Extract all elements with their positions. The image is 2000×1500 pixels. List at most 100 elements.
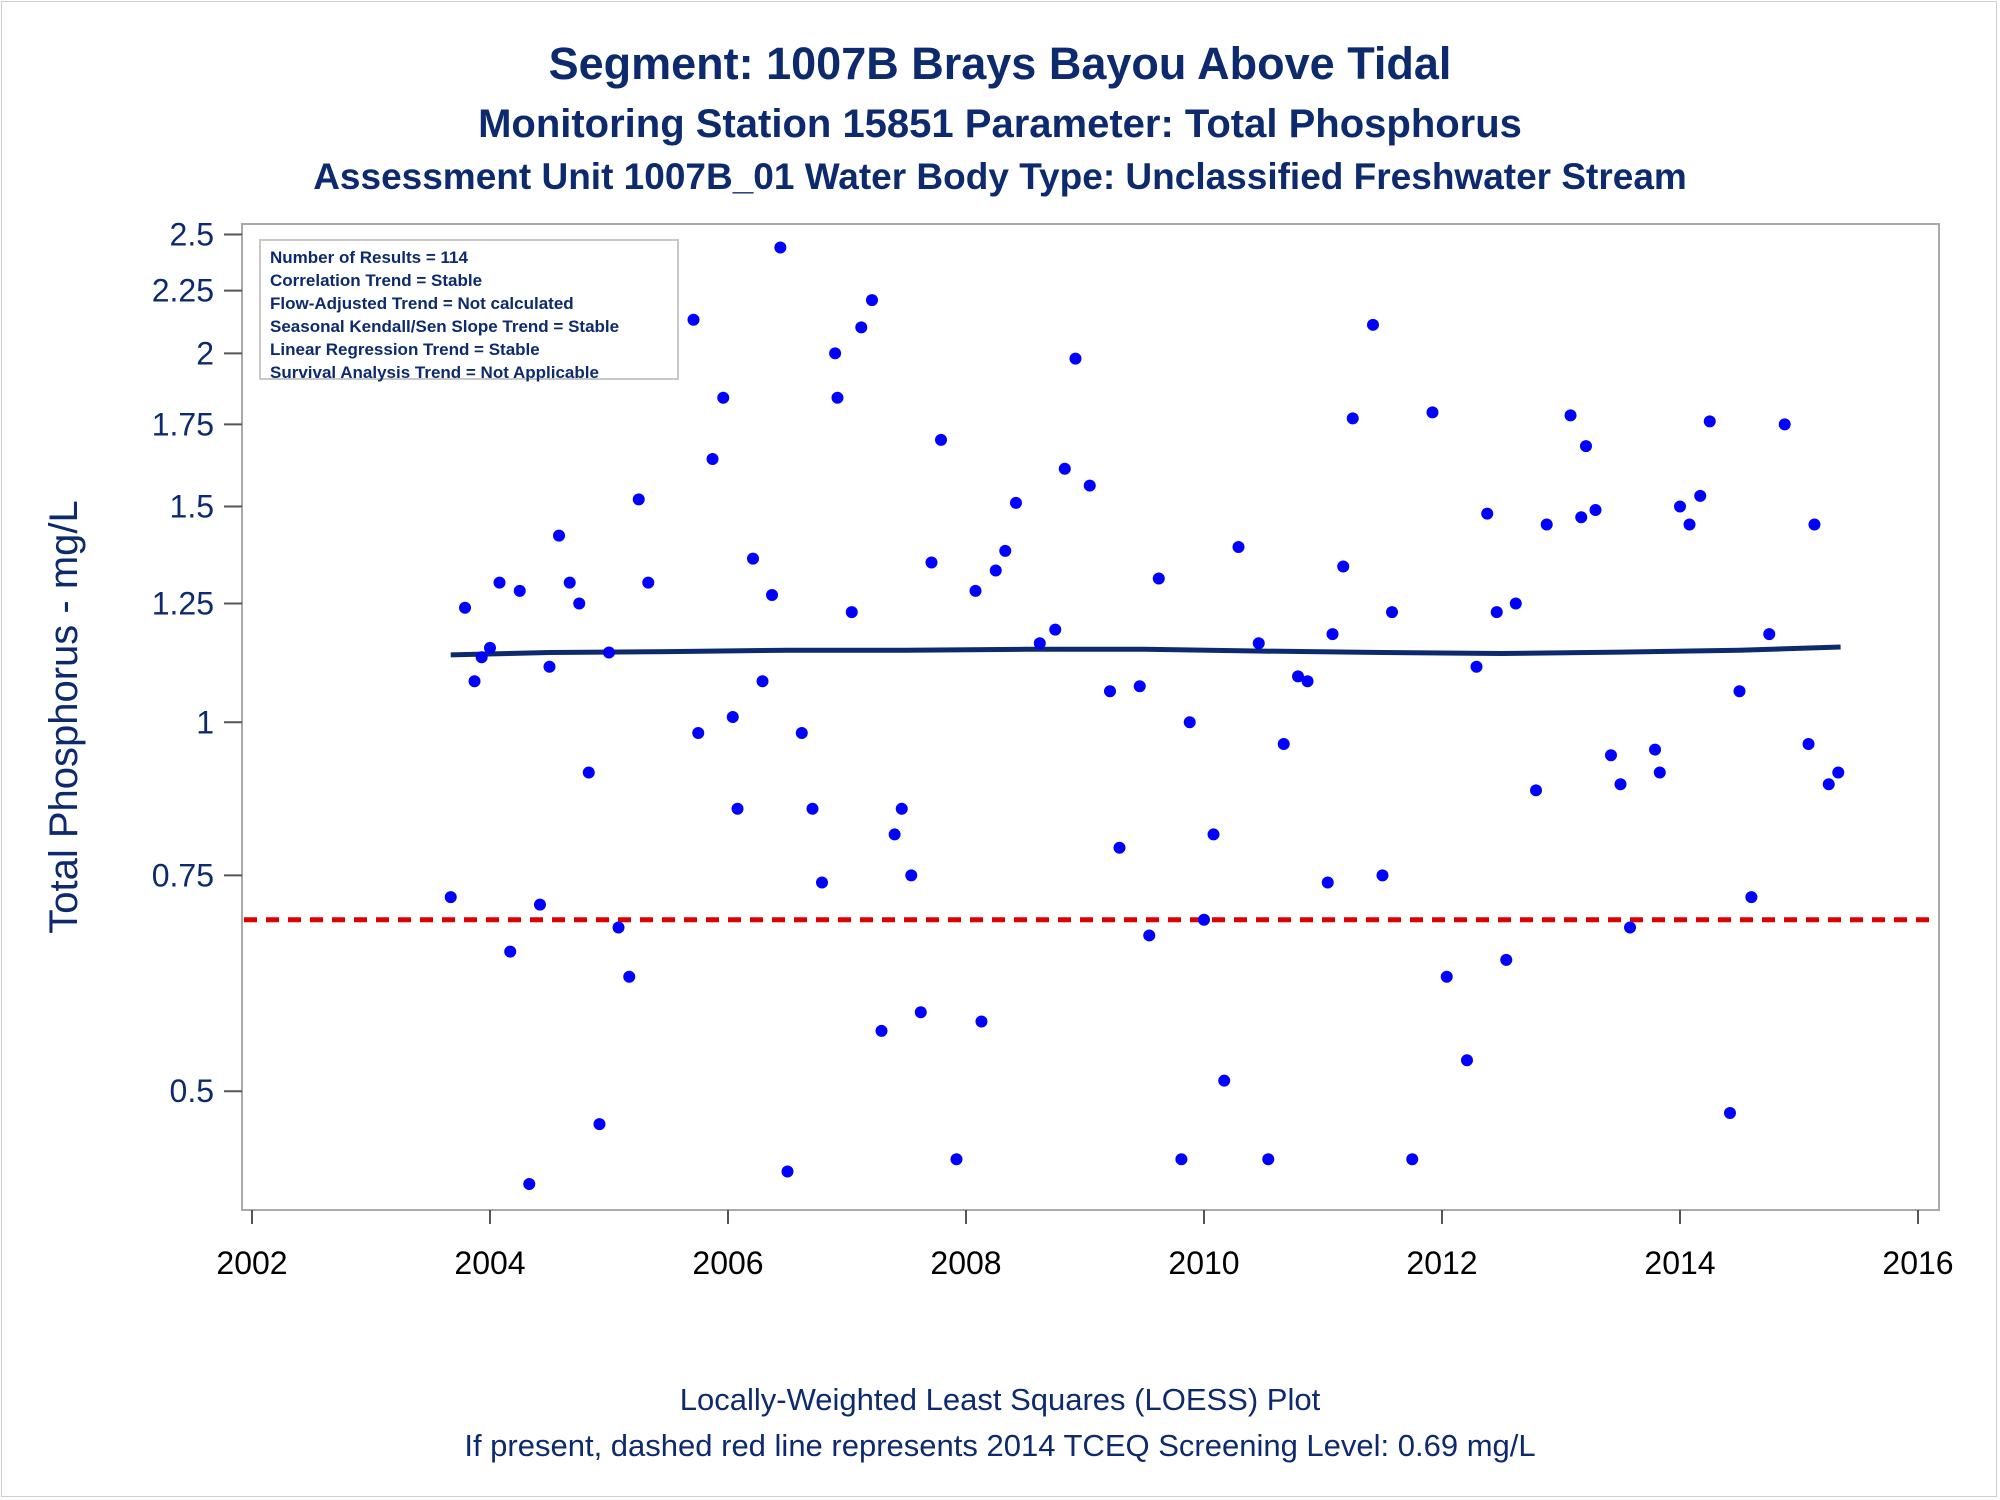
data-point: [1674, 500, 1686, 513]
data-point: [1301, 675, 1314, 688]
data-point: [1579, 440, 1592, 453]
data-point: [969, 584, 982, 597]
data-point: [1481, 507, 1494, 520]
data-point: [1589, 504, 1602, 517]
data-point: [623, 970, 636, 983]
data-point: [1277, 737, 1290, 750]
loess-curve: [450, 644, 1841, 658]
data-point: [642, 576, 655, 589]
y-tick-label: 1.5: [170, 488, 214, 524]
data-point: [1337, 560, 1350, 573]
y-axis: 0.5 0.75 1 1.25 1.5 1.75 2 2.25 2.5: [152, 217, 242, 1109]
trend-stats-box: Number of Results = 114 Correlation Tren…: [259, 239, 679, 382]
data-point: [1198, 913, 1210, 926]
data-point: [914, 1006, 927, 1019]
y-tick-label: 1: [196, 704, 214, 740]
stat-number-of-results: Number of Results = 114: [270, 248, 468, 267]
x-tick-label: 2016: [1882, 1245, 1953, 1281]
data-point: [475, 651, 488, 664]
data-point: [484, 641, 496, 654]
data-point: [468, 675, 481, 688]
data-point: [1426, 406, 1439, 419]
data-point: [1500, 953, 1513, 966]
data-point: [1723, 1106, 1736, 1119]
data-point: [905, 869, 918, 882]
data-point: [831, 391, 844, 404]
data-point: [1470, 660, 1483, 673]
x-tick-label: 2010: [1168, 1245, 1239, 1281]
x-tick-label: 2002: [216, 1245, 287, 1281]
data-point: [1733, 685, 1746, 698]
data-point: [950, 1153, 963, 1166]
data-point: [1530, 784, 1543, 797]
data-point: [1509, 597, 1522, 610]
data-point: [1649, 743, 1662, 756]
data-point: [774, 241, 787, 254]
data-point: [1564, 409, 1577, 422]
data-point: [692, 727, 705, 740]
x-tick-label: 2008: [930, 1245, 1001, 1281]
data-point: [543, 660, 556, 673]
data-point: [1763, 628, 1776, 641]
data-point: [895, 802, 908, 815]
chart-title: Segment: 1007B Brays Bayou Above Tidal: [548, 38, 1452, 89]
plot-area: [241, 223, 1940, 1211]
data-point: [1133, 680, 1146, 693]
data-point: [1049, 623, 1062, 636]
data-point: [806, 802, 819, 815]
data-point: [1406, 1153, 1419, 1166]
data-point: [1683, 518, 1696, 531]
data-point: [731, 802, 744, 815]
footnote-loess: Locally-Weighted Least Squares (LOESS) P…: [679, 1382, 1321, 1417]
data-point: [593, 1118, 606, 1131]
stat-correlation-trend: Correlation Trend = Stable: [270, 271, 483, 290]
y-tick-label: 0.5: [170, 1073, 214, 1109]
data-point: [582, 766, 595, 779]
data-point: [975, 1015, 988, 1028]
data-point: [829, 347, 842, 360]
data-point: [1832, 766, 1845, 779]
data-point: [1009, 496, 1022, 509]
data-point: [687, 313, 700, 326]
data-point: [1143, 929, 1156, 942]
data-point: [1069, 352, 1082, 365]
data-point: [1326, 628, 1339, 641]
data-point: [493, 576, 506, 589]
data-point: [1232, 540, 1245, 553]
data-point: [989, 564, 1002, 577]
data-point: [612, 921, 625, 934]
data-point: [1058, 462, 1071, 475]
data-point: [999, 544, 1012, 557]
data-point: [1822, 778, 1835, 791]
data-point: [1694, 489, 1707, 502]
data-points: [444, 241, 1845, 1191]
data-point: [1778, 418, 1791, 431]
stat-seasonal-kendall-trend: Seasonal Kendall/Sen Slope Trend = Stabl…: [270, 317, 620, 336]
data-point: [726, 710, 739, 723]
data-point: [888, 828, 901, 841]
x-tick-label: 2004: [454, 1245, 525, 1281]
data-point: [1653, 766, 1666, 779]
data-point: [1490, 606, 1503, 619]
data-point: [533, 898, 546, 911]
data-point: [1252, 637, 1265, 650]
data-point: [632, 493, 645, 506]
x-tick-label: 2012: [1406, 1245, 1477, 1281]
y-tick-label: 2.5: [170, 217, 214, 253]
data-point: [603, 646, 615, 659]
y-tick-label: 2: [196, 335, 214, 371]
data-point: [459, 601, 472, 614]
stat-survival-analysis-trend: Survival Analysis Trend = Not Applicable: [270, 363, 599, 382]
data-point: [573, 597, 586, 610]
data-point: [756, 675, 769, 688]
data-point: [1575, 511, 1588, 524]
data-point: [1366, 318, 1379, 331]
data-point: [717, 391, 730, 404]
data-point: [746, 552, 759, 565]
data-point: [1113, 841, 1126, 854]
data-point: [855, 321, 868, 334]
y-tick-label: 1.25: [152, 585, 214, 621]
data-point: [1033, 637, 1046, 650]
data-point: [1376, 869, 1389, 882]
data-point: [1346, 412, 1359, 425]
